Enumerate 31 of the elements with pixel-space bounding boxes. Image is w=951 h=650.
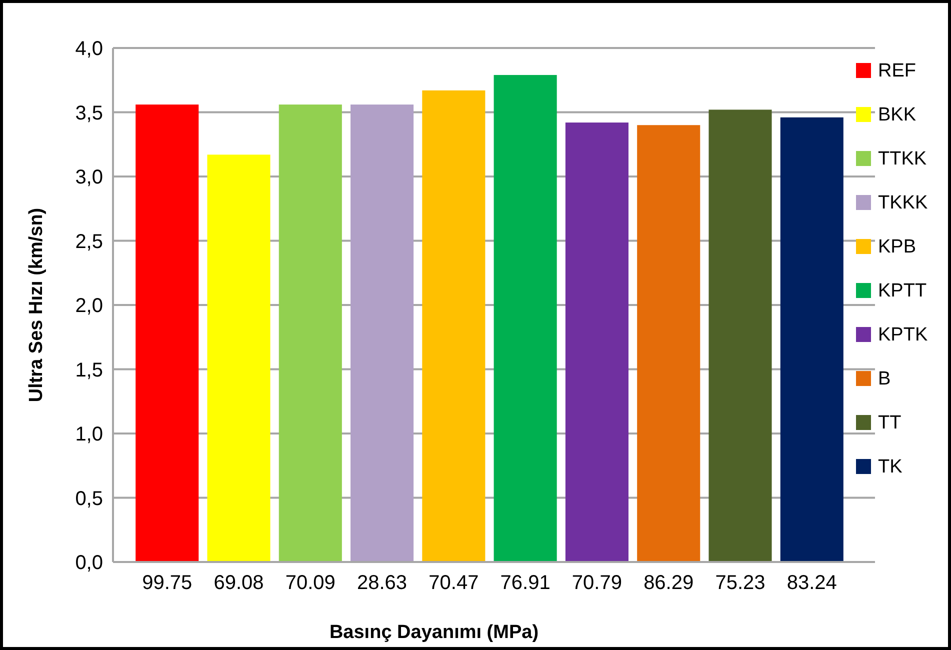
legend-label: BKK: [878, 104, 916, 126]
x-tick-label: 75.23: [715, 572, 766, 594]
x-tick-label: 70.47: [428, 572, 479, 594]
y-tick-label: 2,5: [75, 230, 103, 253]
y-tick-label: 0,5: [75, 488, 103, 510]
legend-label: TK: [878, 456, 903, 478]
legend-label: KPB: [878, 236, 916, 258]
x-axis-title: Basınç Dayanımı (MPa): [329, 622, 539, 643]
legend-label: TT: [878, 412, 902, 434]
x-tick-label: 28.63: [357, 572, 408, 594]
x-tick-label: 70.79: [572, 572, 622, 594]
x-tick-label: 99.75: [142, 572, 192, 594]
y-tick-label: 3,0: [75, 166, 103, 188]
y-tick-label: 3,5: [75, 102, 103, 124]
x-tick-label: 70.09: [285, 572, 336, 594]
y-tick-label: 0,0: [75, 552, 103, 574]
y-tick-label: 2,0: [75, 295, 103, 317]
x-tick-label: 76.91: [500, 572, 550, 594]
y-axis-title: Ultra Ses Hızı (km/sn): [26, 208, 47, 402]
x-tick-label: 83.24: [786, 572, 837, 594]
legend-label: B: [878, 368, 891, 390]
y-tick-label: 1,0: [75, 424, 103, 446]
legend-label: KPTT: [878, 280, 927, 302]
legend-label: TTKK: [878, 148, 927, 170]
x-tick-label: 69.08: [214, 572, 264, 594]
legend-label: TKKK: [878, 192, 928, 214]
x-tick-label: 86.29: [644, 572, 694, 594]
y-tick-label: 4,0: [75, 38, 103, 60]
legend-label: REF: [878, 60, 916, 82]
legend-label: KPTK: [878, 324, 928, 346]
y-tick-label: 1,5: [75, 359, 103, 382]
